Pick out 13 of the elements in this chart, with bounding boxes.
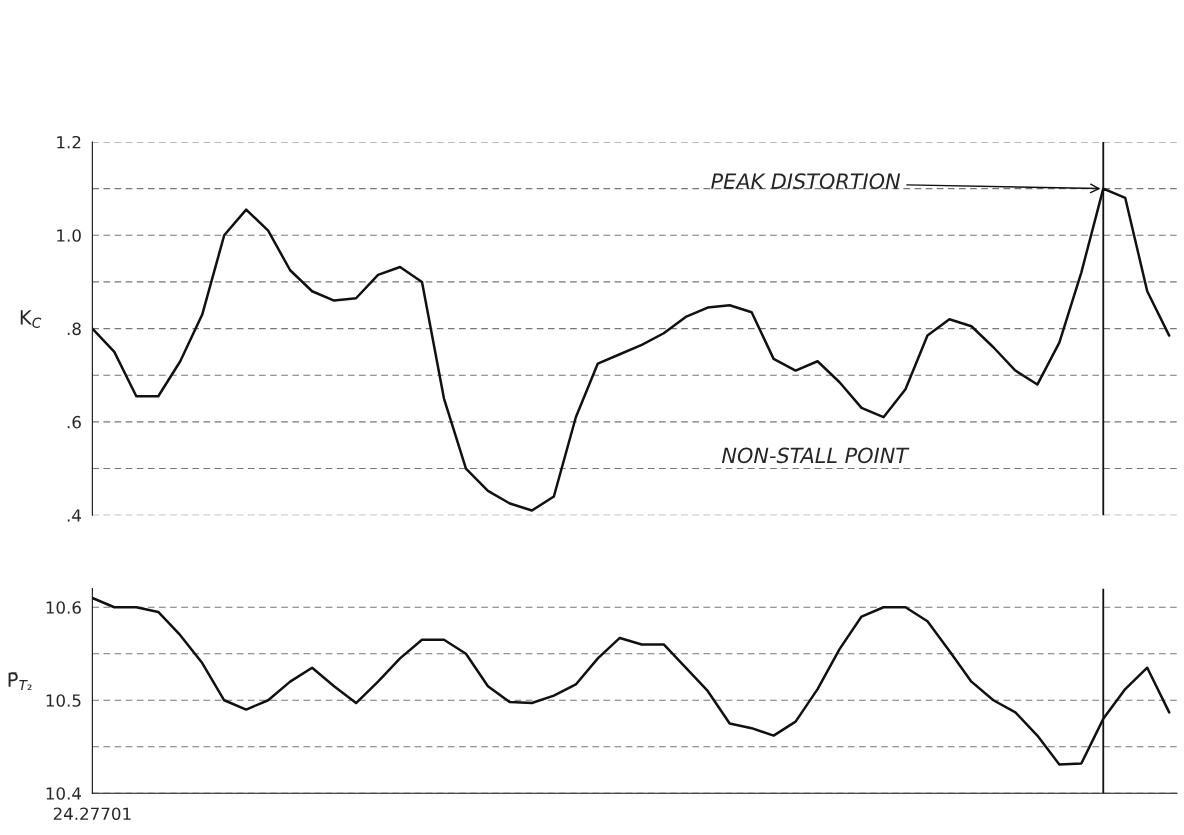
y-tick-label: 10.6 (46, 601, 81, 614)
y-tick-label: 1.2 (57, 135, 81, 149)
y-axis-title: K$_{C}$ (20, 310, 42, 328)
y-tick-label: 1.0 (57, 229, 81, 242)
y-tick-label: 10.4 (46, 787, 81, 800)
y-tick-label: .6 (67, 415, 81, 429)
annotation: PEAK DISTORTION (711, 173, 901, 190)
x-tick-label: 24.27701 (53, 807, 131, 821)
y-tick-label: 10.5 (46, 694, 81, 707)
annotation: NON-STALL POINT (721, 447, 910, 464)
y-axis-title: P̄$_{T₂}$ (8, 672, 32, 691)
y-tick-label: .4 (67, 509, 81, 522)
y-tick-label: .8 (67, 322, 81, 336)
